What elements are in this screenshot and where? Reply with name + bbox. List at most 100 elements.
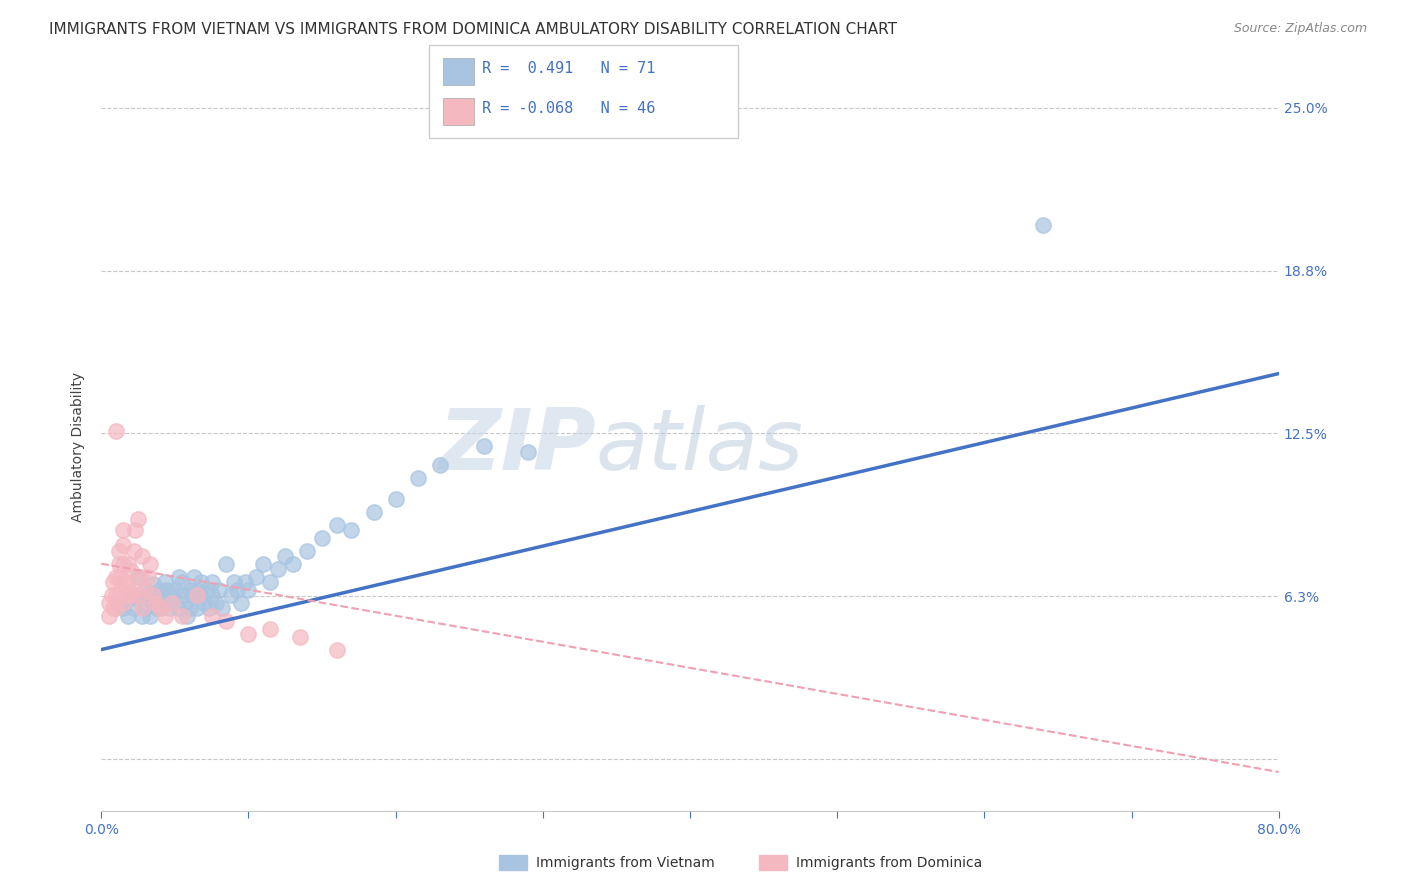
Point [139, 608, 162, 623]
Point [153, 608, 176, 623]
Point [186, 582, 208, 597]
Point [104, 601, 127, 615]
Text: atlas: atlas [596, 405, 804, 488]
Point [222, 574, 245, 589]
Point [281, 557, 304, 571]
Point [122, 582, 145, 597]
Point [267, 562, 290, 576]
Point [108, 557, 131, 571]
Point [472, 440, 495, 454]
Point [112, 574, 135, 589]
Point [120, 565, 142, 579]
Point [225, 582, 247, 597]
Point [145, 588, 167, 602]
Point [160, 596, 183, 610]
Point [311, 531, 333, 545]
Point [122, 601, 145, 615]
Point [340, 523, 363, 537]
Point [112, 596, 135, 610]
Point [149, 582, 172, 597]
Point [152, 588, 174, 602]
Point [259, 574, 281, 589]
Point [134, 582, 156, 597]
Point [183, 570, 205, 584]
Point [134, 601, 156, 615]
Point [219, 588, 242, 602]
Point [186, 588, 208, 602]
Point [131, 601, 153, 615]
Point [238, 627, 260, 641]
Text: R =  0.491   N = 71: R = 0.491 N = 71 [482, 62, 655, 76]
Point [156, 596, 179, 610]
Point [131, 549, 153, 563]
Point [112, 557, 135, 571]
Point [97, 596, 120, 610]
Point [252, 557, 274, 571]
Point [136, 591, 159, 605]
Point [205, 596, 228, 610]
Point [215, 614, 238, 628]
Point [149, 601, 172, 615]
Point [163, 582, 186, 597]
Point [384, 491, 406, 506]
Point [142, 588, 165, 602]
Point [172, 574, 194, 589]
Point [288, 630, 311, 644]
Point [117, 557, 139, 571]
Point [110, 582, 132, 597]
Point [188, 588, 211, 602]
Point [149, 601, 172, 615]
Point [181, 588, 204, 602]
Point [136, 570, 159, 584]
Point [112, 523, 135, 537]
Text: IMMIGRANTS FROM VIETNAM VS IMMIGRANTS FROM DOMINICA AMBULATORY DISABILITY CORREL: IMMIGRANTS FROM VIETNAM VS IMMIGRANTS FR… [49, 22, 897, 37]
Point [104, 570, 127, 584]
Point [238, 582, 260, 597]
Point [145, 596, 167, 610]
Point [131, 608, 153, 623]
Point [97, 608, 120, 623]
Point [193, 596, 215, 610]
Point [274, 549, 297, 563]
Point [429, 458, 451, 472]
Point [172, 608, 194, 623]
Point [363, 505, 385, 519]
Text: Source: ZipAtlas.com: Source: ZipAtlas.com [1233, 22, 1367, 36]
Point [172, 588, 194, 602]
Point [104, 588, 127, 602]
Text: R = -0.068   N = 46: R = -0.068 N = 46 [482, 102, 655, 116]
Point [179, 582, 201, 597]
Point [117, 574, 139, 589]
Point [201, 608, 224, 623]
Point [174, 596, 197, 610]
Text: Immigrants from Vietnam: Immigrants from Vietnam [536, 855, 714, 870]
Point [325, 517, 347, 532]
Point [215, 557, 238, 571]
Point [142, 577, 165, 591]
Point [134, 582, 156, 597]
Point [406, 471, 429, 485]
Point [142, 596, 165, 610]
Point [259, 622, 281, 636]
Point [108, 596, 131, 610]
Point [245, 570, 267, 584]
Point [101, 574, 124, 589]
Point [127, 570, 149, 584]
Point [110, 570, 132, 584]
Point [120, 588, 142, 602]
Point [176, 608, 198, 623]
Point [297, 543, 319, 558]
Point [208, 582, 231, 597]
Point [166, 601, 188, 615]
Point [201, 574, 224, 589]
Point [229, 596, 252, 610]
Point [108, 543, 131, 558]
Point [211, 601, 233, 615]
Point [100, 588, 122, 602]
Point [195, 582, 218, 597]
Point [201, 588, 224, 602]
Point [153, 574, 176, 589]
Point [127, 588, 149, 602]
Point [115, 588, 138, 602]
Point [160, 588, 183, 602]
